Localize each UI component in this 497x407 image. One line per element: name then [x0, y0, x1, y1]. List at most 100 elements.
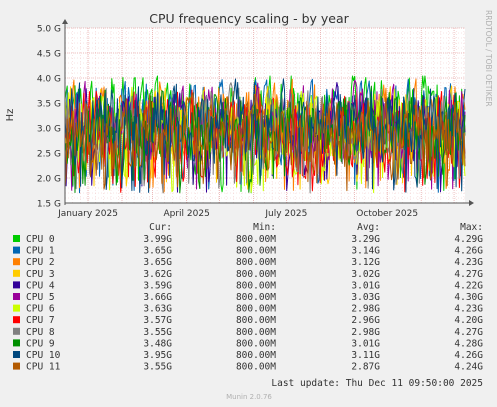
legend-swatch	[13, 316, 20, 324]
y-tick-label: 2.5 G	[37, 150, 61, 160]
plot-area: 1.5 G 2.0 G 2.5 G 3.0 G 3.5 G 4.0 G 4.5 G 5.0 G…	[37, 19, 474, 219]
legend-swatch	[13, 258, 20, 266]
legend-value-avg: 3.01G	[351, 338, 380, 349]
series-line-cpu-11	[64, 92, 466, 192]
y-tick-label: 3.0 G	[37, 125, 61, 135]
legend-value-avg: 2.98G	[351, 327, 380, 338]
legend-value-avg: 2.96G	[351, 315, 380, 326]
x-axis-arrow	[469, 200, 474, 206]
legend-value-avg: 3.03G	[351, 292, 380, 303]
legend-swatch	[13, 327, 20, 335]
legend-header-cur: Cur:	[149, 222, 172, 233]
legend-value-max: 4.29G	[454, 234, 483, 245]
y-tick-label: 4.5 G	[37, 50, 61, 60]
legend-series-name: CPU 2	[26, 257, 55, 268]
legend-swatch	[13, 246, 20, 254]
legend-value-max: 4.23G	[454, 257, 483, 268]
legend-value-max: 4.26G	[454, 246, 483, 257]
legend-value-cur: 3.57G	[143, 315, 172, 326]
rrdtool-credit: RRDTOOL / TOBI OETIKER	[484, 10, 493, 107]
legend-value-avg: 3.11G	[351, 350, 380, 361]
legend-value-min: 800.00M	[236, 338, 276, 349]
legend-value-min: 800.00M	[236, 327, 276, 338]
legend-value-min: 800.00M	[236, 280, 276, 291]
legend-value-cur: 3.55G	[143, 327, 172, 338]
legend-series-name: CPU 5	[26, 292, 55, 303]
legend-series-name: CPU 4	[26, 280, 55, 291]
legend-value-min: 800.00M	[236, 234, 276, 245]
legend-series-name: CPU 3	[26, 269, 55, 280]
legend-value-max: 4.26G	[454, 350, 483, 361]
legend-value-avg: 3.29G	[351, 234, 380, 245]
legend-header-avg: Avg:	[357, 222, 380, 233]
legend-value-max: 4.20G	[454, 315, 483, 326]
legend-value-max: 4.28G	[454, 338, 483, 349]
y-tick-label: 2.0 G	[37, 175, 61, 185]
legend-value-min: 800.00M	[236, 304, 276, 315]
y-tick-label: 1.5 G	[37, 200, 61, 210]
y-axis-arrow	[62, 19, 68, 24]
legend-swatch	[13, 304, 20, 312]
legend-value-avg: 3.01G	[351, 280, 380, 291]
legend-value-cur: 3.95G	[143, 350, 172, 361]
legend-value-cur: 3.65G	[143, 246, 172, 257]
legend-value-max: 4.23G	[454, 304, 483, 315]
legend-value-avg: 3.02G	[351, 269, 380, 280]
munin-version: Munin 2.0.76	[226, 393, 272, 401]
legend-value-min: 800.00M	[236, 257, 276, 268]
legend-series-name: CPU 7	[26, 315, 55, 326]
legend-value-avg: 2.87G	[351, 362, 380, 373]
legend-swatch	[13, 281, 20, 289]
legend-value-cur: 3.59G	[143, 280, 172, 291]
legend-series-name: CPU 0	[26, 234, 55, 245]
legend-value-cur: 3.48G	[143, 338, 172, 349]
legend-value-min: 800.00M	[236, 362, 276, 373]
legend-value-cur: 3.99G	[143, 234, 172, 245]
legend-value-cur: 3.66G	[143, 292, 172, 303]
legend-swatch	[13, 339, 20, 347]
legend-value-max: 4.22G	[454, 280, 483, 291]
legend-value-min: 800.00M	[236, 350, 276, 361]
y-axis-label: Hz	[5, 109, 16, 122]
legend-value-max: 4.24G	[454, 362, 483, 373]
legend-value-cur: 3.55G	[143, 362, 172, 373]
y-tick-label: 4.0 G	[37, 75, 61, 85]
x-tick-label: January 2025	[57, 209, 118, 219]
legend-swatch	[13, 362, 20, 370]
legend-series-name: CPU 9	[26, 338, 55, 349]
legend-value-min: 800.00M	[236, 315, 276, 326]
legend: Cur: Min: Avg: Max: CPU 0 3.99G 800.00M 3.29G 4.…	[13, 222, 483, 373]
legend-header-min: Min:	[253, 222, 276, 233]
legend-value-min: 800.00M	[236, 269, 276, 280]
legend-series-name: CPU 11	[26, 362, 61, 373]
legend-value-cur: 3.65G	[143, 257, 172, 268]
x-tick-label: July 2025	[264, 209, 307, 219]
legend-value-min: 800.00M	[236, 246, 276, 257]
legend-swatch	[13, 235, 20, 242]
legend-series-name: CPU 1	[26, 246, 55, 257]
legend-series-name: CPU 8	[26, 327, 55, 338]
last-update: Last update: Thu Dec 11 09:50:00 2025	[271, 378, 483, 389]
legend-value-min: 800.00M	[236, 292, 276, 303]
legend-value-cur: 3.63G	[143, 304, 172, 315]
legend-value-cur: 3.62G	[143, 269, 172, 280]
y-tick-label: 3.5 G	[37, 100, 61, 110]
chart-title: CPU frequency scaling - by year	[149, 11, 349, 26]
x-tick-label: April 2025	[163, 209, 209, 219]
legend-swatch	[13, 293, 20, 300]
legend-header-max: Max:	[460, 222, 483, 233]
legend-value-max: 4.30G	[454, 292, 483, 303]
x-tick-label: October 2025	[356, 209, 418, 219]
legend-value-avg: 3.12G	[351, 257, 380, 268]
legend-value-max: 4.27G	[454, 327, 483, 338]
y-tick-label: 5.0 G	[37, 25, 61, 35]
legend-value-avg: 3.14G	[351, 246, 380, 257]
legend-series-name: CPU 6	[26, 304, 55, 315]
legend-series-name: CPU 10	[26, 350, 61, 361]
legend-swatch	[13, 269, 20, 277]
legend-swatch	[13, 351, 20, 358]
legend-value-avg: 2.98G	[351, 304, 380, 315]
legend-value-max: 4.27G	[454, 269, 483, 280]
